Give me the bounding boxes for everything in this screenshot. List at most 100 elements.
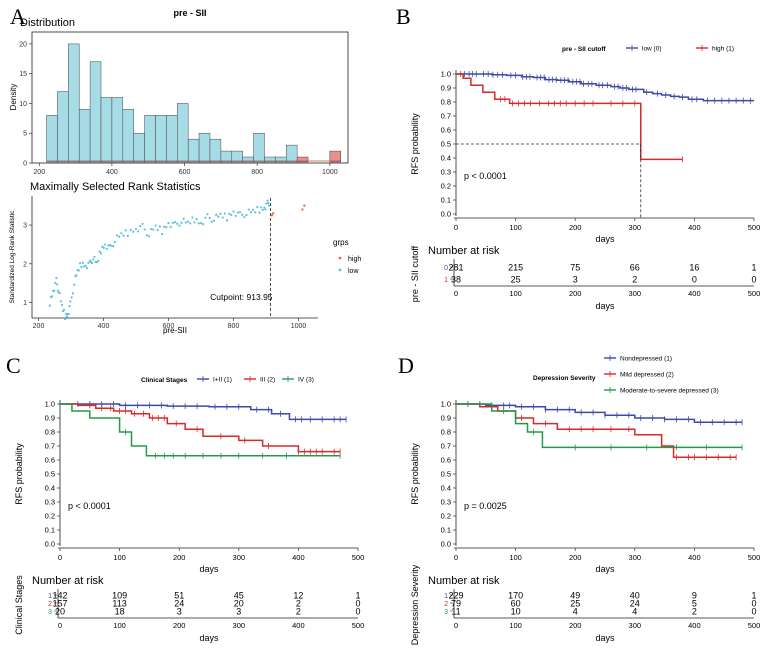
km-c-risk-value: 2 <box>296 599 301 609</box>
panel-letter-c: C <box>6 353 21 378</box>
hist-bar <box>78 109 91 163</box>
rank-point-low <box>158 225 161 228</box>
rank-point-low <box>97 259 100 262</box>
km-d-ytick-label: 0.5 <box>441 470 451 479</box>
km-d-xtick-label: 300 <box>629 553 642 562</box>
km-c-risk-value: 142 <box>52 591 67 601</box>
hist-bar <box>253 132 265 163</box>
km-d-ytick-label: 0.6 <box>441 456 451 465</box>
rank-point-low <box>212 219 216 222</box>
km-c-risk-row-label-1: 2 <box>48 601 52 608</box>
rank-point-low <box>64 312 68 315</box>
km-c-ytick-label: 0.2 <box>45 512 55 521</box>
panel-d: Depression Severity Nondepressed (1) Mild … <box>410 355 760 645</box>
rank-point-low <box>65 315 68 318</box>
hist-bar <box>57 91 69 163</box>
rank-point-low <box>60 303 64 306</box>
rank-point-low <box>219 212 222 215</box>
km-d-legend-title: Depression Severity <box>533 375 596 382</box>
km-b-risk-value: 0 <box>692 275 697 285</box>
km-c-ytick-label: 1.0 <box>45 400 55 409</box>
rank-point-low <box>120 232 123 235</box>
rank-point-low <box>77 269 80 272</box>
rank-point-low <box>256 206 259 209</box>
km-d-ytick-label: 0.9 <box>441 414 451 423</box>
km-c-ytick-label: 0.5 <box>45 470 55 479</box>
km-c-risk-value: 12 <box>293 591 303 601</box>
rank-xtick-label: 600 <box>163 323 175 330</box>
rank-point-low <box>268 204 271 207</box>
hist-bar <box>209 138 222 163</box>
km-d-xtick-label: 0 <box>454 553 458 562</box>
rank-legend-high: high <box>348 256 361 263</box>
rank-xtick-label: 1000 <box>291 323 307 330</box>
km-b-ytick-label: 0.7 <box>441 112 451 121</box>
rank-point-low <box>93 255 96 258</box>
rank-point-low <box>53 289 56 292</box>
km-b-ytick-label: 0.4 <box>441 154 451 163</box>
km-b-risk-xtick-label: 200 <box>569 289 582 298</box>
rank-point-low <box>129 228 132 232</box>
km-c-risk-ylabel: Clinical Stages <box>14 575 24 635</box>
rank-point-low <box>92 258 95 261</box>
rank-xlabel: pre-SII <box>163 326 187 335</box>
rank-point-low <box>230 213 233 217</box>
km-c-risk-value: 24 <box>174 599 184 609</box>
rank-point-low <box>104 243 107 246</box>
rank-point-low <box>50 295 54 298</box>
km-c-risk-value: 3 <box>236 607 241 617</box>
rank-point-low <box>258 211 261 214</box>
km-c-ylabel: RFS probability <box>14 443 24 505</box>
km-b-pvalue: p < 0.0001 <box>464 171 507 181</box>
rank-ylabel: Standardized Log-Rank Statistic <box>9 210 16 304</box>
km-b-ytick-label: 0.2 <box>441 182 451 191</box>
km-d-risk-value: 170 <box>508 591 523 601</box>
rank-point-low <box>165 226 168 229</box>
rank-point-low <box>90 261 94 265</box>
rank-point-low <box>56 289 59 292</box>
hist-ytick-label: 10 <box>19 101 27 108</box>
km-d-risk-value: 10 <box>511 607 521 617</box>
rank-point-low <box>48 304 51 307</box>
rank-point-low <box>84 264 87 267</box>
km-c-risk-xtick-label: 300 <box>233 621 246 630</box>
km-d-risk-xtick-label: 100 <box>509 621 522 630</box>
hist-bar <box>133 132 145 163</box>
rank-point-low <box>55 277 58 280</box>
hist-bar <box>220 150 233 163</box>
km-b-ytick-label: 0.8 <box>441 98 451 107</box>
hist-bar <box>155 115 167 163</box>
km-d-ytick-label: 0.7 <box>441 442 451 451</box>
rank-point-low <box>249 211 252 214</box>
km-c-risk-xtick-label: 100 <box>113 621 126 630</box>
km-b-risk-xlabel: days <box>595 301 615 311</box>
km-d-pvalue: p = 0.0025 <box>464 501 507 511</box>
rank-point-low <box>225 219 229 222</box>
hist-bar <box>187 138 200 163</box>
km-b-risk-value: 25 <box>511 275 521 285</box>
rank-xtick-label: 400 <box>98 323 110 330</box>
hist-bar <box>68 43 80 163</box>
rank-point-low <box>251 208 255 212</box>
rank-point-low <box>178 224 181 227</box>
km-c-ytick-label: 0.8 <box>45 428 55 437</box>
km-c-risk-xtick-label: 200 <box>173 621 186 630</box>
km-b-xlabel: days <box>595 234 615 244</box>
rank-point-low <box>62 308 66 311</box>
km-d-risk-ylabel: Depression Severity <box>410 564 420 645</box>
km-c-legend-label-2: IV (3) <box>298 377 314 384</box>
km-c-risk-value: 157 <box>52 599 67 609</box>
rank-point-low <box>197 222 200 225</box>
km-d-curve-0 <box>456 403 743 423</box>
km-b-ylabel: RFS probability <box>410 113 420 175</box>
km-d-xlabel: days <box>595 564 615 574</box>
km-b-ytick-label: 0.0 <box>441 210 451 219</box>
hist-xtick-label: 1000 <box>322 169 338 176</box>
hist-bar <box>144 115 156 163</box>
rank-point-low <box>160 232 164 236</box>
km-c-risk-xtick-label: 400 <box>292 621 305 630</box>
km-d-risk-xtick-label: 300 <box>629 621 642 630</box>
rank-point-low <box>180 221 183 224</box>
rank-point-low <box>152 228 155 231</box>
rank-legend-title: grps <box>333 238 349 247</box>
